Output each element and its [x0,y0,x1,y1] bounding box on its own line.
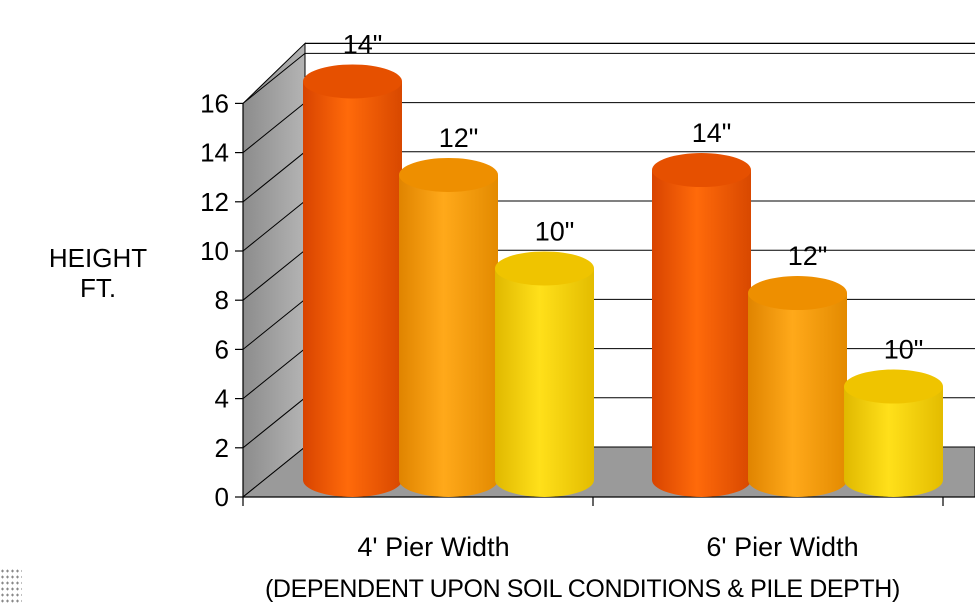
bar-top [303,64,402,99]
y-tick-label: 6 [215,334,229,364]
y-axis-label-line-1: HEIGHT [48,243,148,273]
y-tick-label: 14 [200,138,229,168]
dotted-pattern-corner [0,568,22,604]
data-label: 10" [884,335,924,365]
bar-body [652,170,751,498]
data-label: 14" [343,29,383,59]
chart-footnote: (DEPENDENT UPON SOIL CONDITIONS & PILE D… [265,575,900,603]
bar [652,153,751,498]
y-tick-label: 12 [200,187,229,217]
bar [399,157,498,497]
y-axis-ticks: 0 2 4 6 8 10 12 14 16 [200,88,243,512]
bar [844,369,943,497]
data-label: 12" [788,241,828,271]
data-label: 14" [692,118,732,148]
bar-body [303,81,402,497]
bar-body [399,174,498,497]
bar-top [844,369,943,404]
y-axis-label: HEIGHT FT. [30,243,166,303]
data-label: 10" [535,216,575,246]
bar-body [844,386,943,497]
bar-body [748,293,847,497]
y-tick-label: 4 [215,384,229,414]
labels: 14" 12" 10" 4' Pier Width 14" 12" 10" 6' Pier W… [343,29,924,562]
data-label: 12" [439,123,479,153]
y-axis-label-line-2: FT. [79,273,117,303]
y-tick-label: 0 [215,482,229,512]
category-label: 6' Pier Width [706,532,858,562]
bar [303,64,402,497]
side-wall [242,42,306,499]
category-label: 4' Pier Width [357,532,509,562]
bar-top [399,157,498,192]
y-tick-label: 8 [215,285,229,315]
y-tick-label: 10 [200,236,229,266]
bar-body [495,268,594,497]
gridline [242,52,975,104]
y-tick-label: 2 [215,433,229,463]
bar [495,251,594,497]
bar-top [652,153,751,188]
y-tick-label: 16 [200,88,229,118]
bar [748,276,847,497]
bar-top [748,276,847,311]
bar-top [495,251,594,286]
bars [303,64,943,498]
